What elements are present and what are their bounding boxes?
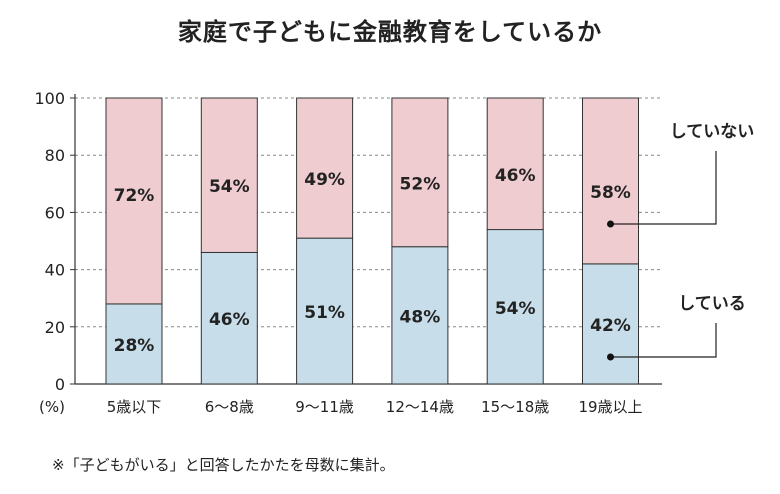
legend-label-yes: している (678, 294, 746, 314)
y-tick-label-60: 60 (45, 203, 65, 222)
x-tick-label-3: 12～14歳 (386, 398, 454, 416)
legend-leader-no (610, 151, 717, 225)
bar-segment-no-3 (391, 97, 449, 248)
chart-title: 家庭で子どもに金融教育をしているか (177, 18, 603, 46)
x-tick-label-2: 9～11歳 (295, 398, 354, 416)
data-label-yes-2: 51% (304, 303, 345, 323)
legend-dot-yes (607, 353, 614, 361)
x-tick-label-5: 19歳以上 (578, 398, 642, 416)
chart-footnote: ※「子どもがいる」と回答したかたを母数に集計。 (52, 456, 395, 474)
data-label-no-4: 46% (495, 166, 536, 186)
legend-label-no: していない (670, 122, 755, 142)
legend-dot-no (607, 220, 614, 228)
data-label-no-5: 58% (590, 183, 631, 203)
data-label-no-2: 49% (304, 170, 345, 190)
bar-segment-yes-3 (391, 246, 449, 385)
y-tick-label-0: 0 (55, 375, 65, 394)
data-label-no-3: 52% (400, 174, 441, 194)
y-axis-unit-label: (%) (39, 398, 65, 416)
y-tick-label-20: 20 (45, 318, 65, 337)
bar-segment-yes-4 (486, 229, 544, 385)
bar-segment-yes-5 (582, 263, 639, 385)
bar-segment-no-1 (200, 97, 258, 253)
x-tick-label-4: 15～18歳 (481, 398, 549, 416)
bar-segment-no-4 (486, 97, 544, 231)
bar-segment-no-5 (582, 97, 639, 265)
bar-segment-yes-2 (296, 237, 354, 385)
bar-segment-yes-1 (200, 251, 258, 385)
bar-segment-yes-0 (105, 303, 163, 385)
data-label-yes-4: 54% (495, 299, 536, 319)
data-label-no-1: 54% (209, 177, 250, 197)
data-label-no-0: 72% (114, 186, 155, 206)
data-label-yes-3: 48% (400, 307, 441, 327)
y-tick-label-40: 40 (45, 261, 65, 280)
legend-leader-yes (610, 323, 717, 358)
bar-segment-no-0 (105, 97, 163, 305)
x-tick-label-1: 6～8歳 (205, 398, 254, 416)
data-label-yes-0: 28% (114, 336, 155, 356)
data-label-yes-5: 42% (590, 316, 631, 336)
y-tick-label-100: 100 (34, 89, 65, 108)
data-label-yes-1: 46% (209, 310, 250, 330)
y-tick-label-80: 80 (45, 146, 65, 165)
bar-segment-no-2 (296, 97, 354, 239)
x-tick-label-0: 5歳以下 (107, 398, 162, 416)
